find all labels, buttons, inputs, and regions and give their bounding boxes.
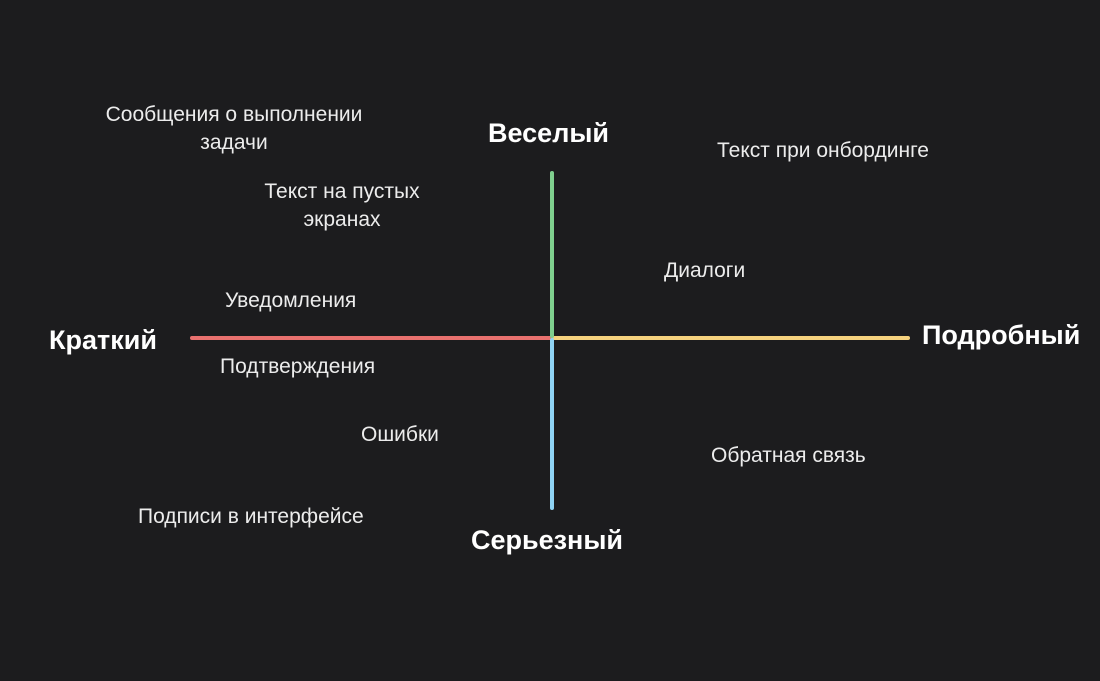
item-task-complete-line1: Сообщения о выполнении (105, 103, 363, 126)
axis-line-detailed (552, 336, 910, 340)
axis-line-serious (550, 338, 554, 510)
item-task-complete-line2: задачи (200, 131, 268, 154)
item-feedback: Обратная связь (711, 444, 866, 467)
item-dialogs: Диалоги (664, 259, 746, 282)
item-notifications: Уведомления (225, 289, 357, 312)
axis-label-concise: Краткий (49, 325, 157, 355)
item-empty-screens-line1: Текст на пустых (264, 180, 420, 203)
axis-label-funny: Веселый (488, 118, 609, 148)
item-errors: Ошибки (361, 423, 439, 446)
item-empty-screens-line2: экранах (303, 208, 381, 231)
axis-line-concise (190, 336, 552, 340)
axis-line-funny (550, 171, 554, 338)
item-ui-labels: Подписи в интерфейсе (138, 505, 364, 528)
axis-label-serious: Серьезный (471, 525, 624, 555)
item-task-complete-messages: Сообщения о выполнении задачи (89, 101, 379, 157)
axis-label-detailed: Подробный (922, 320, 1081, 350)
item-onboarding-text: Текст при онбординге (717, 139, 929, 162)
item-confirmations: Подтверждения (220, 355, 376, 378)
item-empty-screens-text: Текст на пустых экранах (252, 178, 432, 234)
